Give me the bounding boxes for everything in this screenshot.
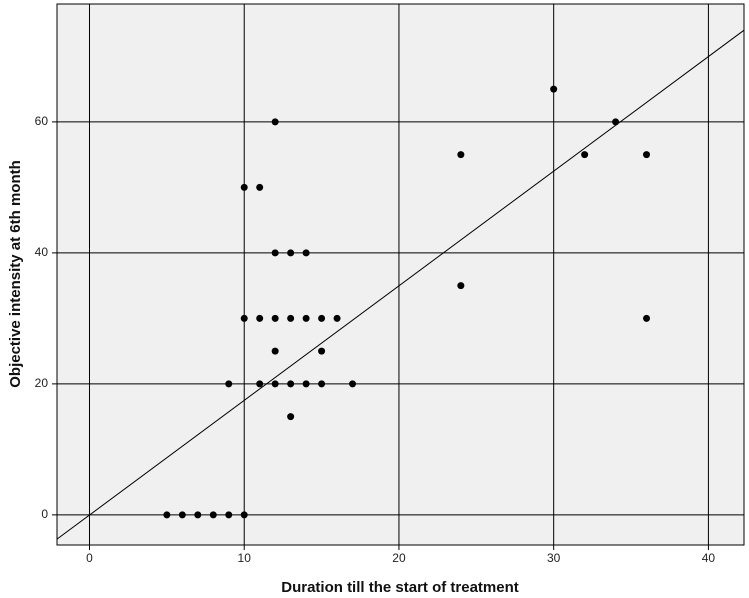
point [287,249,295,257]
point [271,380,279,388]
point [209,511,217,519]
point [271,118,279,126]
x-tick-label: 40 [702,551,716,565]
grid [57,4,744,545]
point [287,380,295,388]
point [643,151,651,159]
marks [57,29,744,540]
y-tick-label: 20 [35,376,49,390]
x-tick-label: 20 [392,551,406,565]
point [240,183,248,191]
point [194,511,202,519]
point [256,380,264,388]
point [349,380,357,388]
x-axis-label: Duration till the start of treatment [281,579,519,596]
point [333,314,341,322]
point [318,347,326,355]
labels: 0 10 20 30 40 0 20 40 60 [35,114,716,565]
point [256,314,264,322]
fit-line [57,29,744,540]
y-tick-label: 60 [35,114,49,128]
point [271,249,279,257]
point [287,413,295,421]
point [612,118,620,126]
point [178,511,186,519]
point [225,380,233,388]
point [271,314,279,322]
point [225,511,233,519]
point [287,314,295,322]
y-axis-label: Objective intensity at 6th month [7,160,24,388]
plot-border [56,3,745,546]
point [643,314,651,322]
x-tick-label: 10 [238,551,252,565]
y-tick-label: 40 [35,245,49,259]
point [457,282,465,290]
point [457,151,465,159]
point [318,380,326,388]
plot-area [57,4,744,545]
point [256,183,264,191]
point [240,511,248,519]
x-tick-label: 30 [547,551,561,565]
point [302,314,310,322]
point [271,347,279,355]
y-tick-label: 0 [41,507,48,521]
point [240,314,248,322]
point [302,380,310,388]
point [318,314,326,322]
point [550,85,558,93]
x-tick-label: 0 [86,551,93,565]
point [581,151,589,159]
point [302,249,310,257]
point [163,511,171,519]
